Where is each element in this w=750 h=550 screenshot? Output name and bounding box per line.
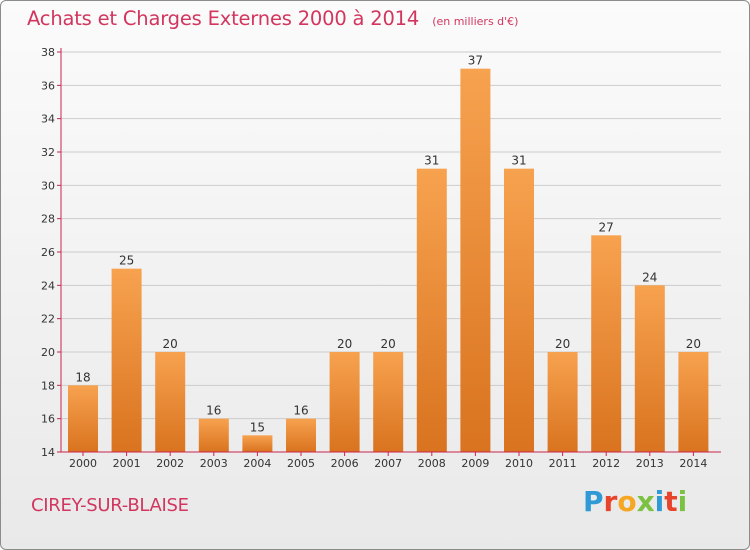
x-tick-label: 2004 [243,457,271,470]
y-tick-label: 36 [41,79,55,92]
y-tick-label: 22 [41,313,55,326]
x-tick-label: 2000 [69,457,97,470]
y-tick-label: 16 [41,413,55,426]
bar-2004 [242,435,273,452]
x-tick-label: 2006 [331,457,359,470]
bar-2006 [329,352,360,452]
bar-2009 [460,68,491,453]
y-tick-label: 20 [41,346,55,359]
bar-2001 [111,268,142,452]
bar-2002 [155,352,186,452]
data-label-2011: 20 [555,337,570,351]
bar-2007 [373,352,404,452]
logo-letter: i [677,485,688,518]
x-tick-label: 2001 [113,457,141,470]
x-tick-label: 2010 [505,457,533,470]
proxiti-logo[interactable]: Proxiti [583,485,687,518]
y-tick-label: 38 [41,46,55,59]
bars [68,68,709,453]
data-label-2001: 25 [119,254,134,268]
data-label-2006: 20 [337,337,352,351]
bar-2012 [591,235,622,452]
x-tick-label: 2007 [374,457,402,470]
x-tick-label: 2012 [592,457,620,470]
data-label-2005: 16 [293,404,308,418]
x-tick-label: 2002 [156,457,184,470]
y-tick-label: 34 [41,113,55,126]
data-label-2000: 18 [75,370,90,384]
chart-title: Achats et Charges Externes 2000 à 2014 [27,7,420,30]
logo-letter: r [603,485,618,518]
place-name: CIREY-SUR-BLAISE [31,495,189,516]
x-tick-label: 2014 [679,457,707,470]
chart-subtitle: (en milliers d'€) [432,15,519,28]
bar-2014 [678,352,709,452]
title-row: Achats et Charges Externes 2000 à 2014 (… [27,7,518,30]
data-label-2014: 20 [686,337,701,351]
data-label-2003: 16 [206,404,221,418]
x-tick-label: 2008 [418,457,446,470]
y-tick-label: 26 [41,246,55,259]
y-tick-label: 32 [41,146,55,159]
bar-2005 [286,418,316,452]
y-tick-label: 30 [41,179,55,192]
x-tick-label: 2013 [636,457,664,470]
logo-letter: x [636,485,655,518]
data-label-2012: 27 [599,220,614,234]
x-tick-label: 2005 [287,457,315,470]
logo-letter: o [617,485,637,518]
bar-2000 [68,385,98,452]
y-tick-label: 24 [41,279,55,292]
bar-2013 [634,285,665,452]
y-tick-label: 14 [41,446,55,459]
data-label-2009: 37 [468,54,483,68]
y-tick-label: 28 [41,213,55,226]
y-tick-label: 18 [41,379,55,392]
logo-letter: t [664,485,678,518]
bar-2003 [198,418,229,452]
data-label-2002: 20 [163,337,178,351]
x-tick-label: 2011 [549,457,577,470]
data-label-2008: 31 [424,154,439,168]
bar-2008 [416,168,447,452]
bar-2011 [547,352,578,452]
data-label-2004: 15 [250,420,265,434]
bar-2010 [504,168,534,452]
data-label-2007: 20 [381,337,396,351]
axes: 14 16 18 20 22 24 26 28 30 32 34 36 38 2000 2001 2002 20… [41,46,721,470]
x-tick-label: 2003 [200,457,228,470]
x-tick-label: 2009 [461,457,489,470]
data-label-2010: 31 [511,154,526,168]
data-label-2013: 24 [642,270,657,284]
logo-letter: i [654,485,665,518]
data-labels: 18 25 20 16 15 16 20 20 31 37 31 20 27 24 20 [75,54,701,435]
logo-letter: P [583,485,604,518]
